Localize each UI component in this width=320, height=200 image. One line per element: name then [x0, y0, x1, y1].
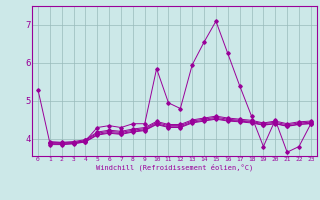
X-axis label: Windchill (Refroidissement éolien,°C): Windchill (Refroidissement éolien,°C) [96, 164, 253, 171]
